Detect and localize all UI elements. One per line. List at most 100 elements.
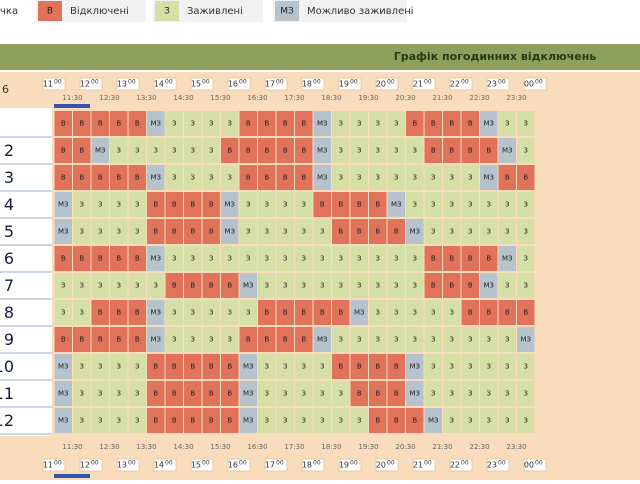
hour-box (375, 77, 399, 91)
cell (91, 192, 109, 217)
cell-code: В (116, 309, 121, 317)
cell-code: В (338, 201, 343, 209)
cell (369, 381, 387, 406)
cell-code: МЗ (409, 390, 420, 398)
cell (184, 408, 202, 433)
hour-minutes: 00 (535, 460, 543, 467)
cell-code: В (61, 120, 66, 128)
cell-code: З (209, 336, 214, 344)
cell (498, 354, 516, 379)
cell (480, 111, 498, 136)
cell (54, 111, 72, 136)
cell (202, 192, 220, 217)
cell-code: З (135, 201, 140, 209)
hour-label: 16 (228, 80, 238, 89)
cell-code: З (450, 174, 455, 182)
cell-code: З (468, 201, 473, 209)
cell-code: З (505, 201, 510, 209)
cell (480, 165, 498, 190)
hour-box (412, 458, 436, 472)
cell (369, 138, 387, 163)
cell-code: З (61, 282, 66, 290)
cell (480, 138, 498, 163)
cell-code: В (227, 147, 232, 155)
cell (147, 327, 165, 352)
cell-code: З (431, 201, 436, 209)
cell (332, 381, 350, 406)
hour-box (264, 458, 288, 472)
hour-label: 13 (117, 80, 127, 89)
cell (202, 111, 220, 136)
cell-code: В (264, 309, 269, 317)
cell (387, 381, 405, 406)
cell-code: З (413, 282, 418, 290)
cell (110, 381, 128, 406)
cell-code: З (302, 390, 307, 398)
cell (221, 273, 239, 298)
cell (276, 327, 294, 352)
cell (480, 381, 498, 406)
cell-code: З (524, 255, 529, 263)
cell-code: З (413, 336, 418, 344)
cell-code: З (487, 390, 492, 398)
cell-code: МЗ (58, 417, 69, 425)
cell-code: З (117, 282, 122, 290)
half-hour-label: 19:30 (358, 94, 378, 102)
cell-code: В (301, 120, 306, 128)
cell (165, 273, 183, 298)
hour-box (486, 77, 510, 91)
cell (165, 354, 183, 379)
cell-code: МЗ (409, 363, 420, 371)
legend-text: Заживлені (187, 5, 243, 17)
cell-code: З (431, 174, 436, 182)
cell (184, 219, 202, 244)
cell (461, 246, 479, 271)
cell (443, 192, 461, 217)
cell (147, 192, 165, 217)
cell-code: МЗ (428, 417, 439, 425)
cell-code: З (98, 201, 103, 209)
hour-minutes: 00 (424, 79, 432, 86)
hour-label: 19 (339, 461, 349, 470)
cell (184, 165, 202, 190)
cell-code: З (339, 174, 344, 182)
cell (110, 219, 128, 244)
cell-code: В (375, 390, 380, 398)
cell (369, 246, 387, 271)
hour-minutes: 00 (313, 79, 321, 86)
cell (147, 246, 165, 271)
cell (239, 111, 257, 136)
legend-text: Можливо заживлені (307, 5, 414, 17)
cell-code: З (98, 363, 103, 371)
cell (184, 381, 202, 406)
cell-code: В (98, 120, 103, 128)
cell (202, 219, 220, 244)
cell (332, 246, 350, 271)
cell-code: В (246, 120, 251, 128)
cell-code: З (468, 417, 473, 425)
cell (498, 381, 516, 406)
cell-code: В (79, 255, 84, 263)
cell-code: З (135, 282, 140, 290)
cell-code: З (320, 282, 325, 290)
half-hour-label: 13:30 (136, 94, 156, 102)
cell-code: З (135, 228, 140, 236)
cell-code: МЗ (483, 282, 494, 290)
cell-code: З (376, 309, 381, 317)
cell-code: З (339, 417, 344, 425)
cell-code: В (153, 417, 158, 425)
cell (517, 381, 535, 406)
half-hour-label: 15:30 (210, 443, 230, 451)
cell-code: З (394, 174, 399, 182)
hour-box (42, 77, 66, 91)
cell-code: З (135, 390, 140, 398)
legend-swatch (155, 1, 179, 21)
half-hour-label: 19:30 (358, 443, 378, 451)
cell-code: В (190, 282, 195, 290)
cell-code: В (209, 417, 214, 425)
hour-box (79, 458, 103, 472)
cell (443, 327, 461, 352)
cell-code: МЗ (317, 336, 328, 344)
cell (276, 408, 294, 433)
cell (258, 192, 276, 217)
